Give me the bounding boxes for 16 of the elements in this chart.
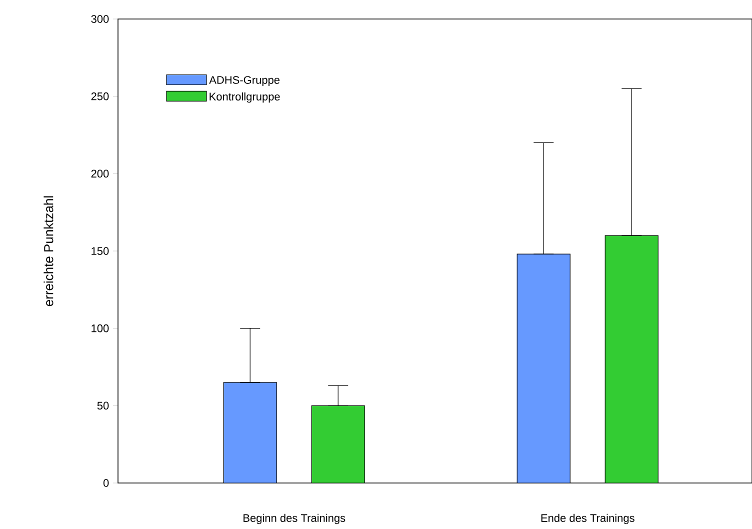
y-axis-title: erreichte Punktzahl (44, 196, 54, 306)
legend-label: Kontrollgruppe (210, 92, 280, 103)
y-tick-label: 100 (92, 324, 109, 332)
bar (311, 405, 365, 483)
bar (516, 254, 570, 483)
x-tick-label: Beginn des Trainings (244, 514, 346, 524)
y-tick-label: 200 (91, 170, 109, 178)
y-tick-label: 300 (91, 15, 109, 23)
x-tick-label: Ende des Trainings (541, 514, 634, 524)
y-tick-label: 150 (92, 247, 109, 255)
bar (604, 235, 658, 483)
bar (223, 382, 277, 483)
y-tick-label: 0 (103, 479, 109, 487)
y-tick-label: 50 (97, 402, 109, 410)
y-tick-label: 250 (91, 92, 109, 100)
legend-label: ADHS-Gruppe (209, 76, 280, 86)
